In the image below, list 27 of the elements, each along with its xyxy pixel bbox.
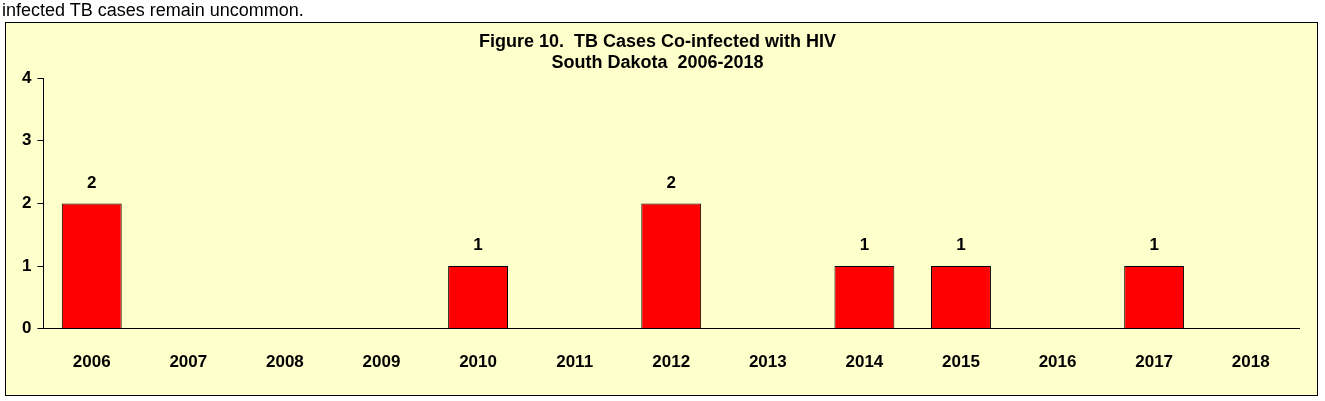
y-tick-label: 3	[21, 130, 32, 150]
chart-title: Figure 10. TB Cases Co-infected with HIV	[478, 30, 837, 51]
x-tick-label: 2014	[845, 352, 884, 372]
x-tick-label: 2013	[748, 352, 787, 372]
y-tick-label: 0	[21, 318, 32, 338]
x-tick-label: 2012	[652, 352, 691, 372]
data-label: 2	[666, 172, 676, 192]
data-label: 1	[859, 235, 870, 255]
y-tick-label: 1	[21, 255, 32, 275]
x-tick-label: 2006	[72, 352, 111, 372]
data-label: 1	[1149, 235, 1159, 255]
x-tick-label: 2008	[265, 352, 304, 372]
x-tick-label: 2015	[942, 352, 980, 372]
x-tick-label: 2011	[556, 352, 594, 372]
data-label: 1	[473, 235, 483, 255]
chart-subtitle: South Dakota 2006-2018	[551, 52, 764, 73]
x-tick-label: 2009	[362, 352, 401, 372]
x-tick-label: 2017	[1135, 352, 1174, 372]
x-tick-label: 2010	[459, 352, 497, 372]
y-tick-label: 2	[21, 193, 32, 213]
y-tick-label: 4	[21, 67, 32, 87]
data-label: 1	[956, 235, 966, 255]
data-label: 2	[87, 172, 97, 192]
text: infected TB cases remain uncommon.	[2, 0, 304, 20]
x-tick-label: 2007	[169, 352, 208, 372]
x-tick-label: 2016	[1038, 352, 1077, 372]
x-tick-label: 2018	[1231, 352, 1270, 372]
